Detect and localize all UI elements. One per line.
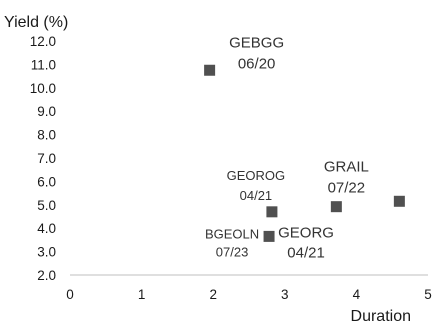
data-label-name: GRAIL xyxy=(324,159,369,176)
data-label-date: 06/20 xyxy=(238,55,276,72)
data-label-date: 04/21 xyxy=(240,188,273,203)
y-tick-label: 4.0 xyxy=(37,221,56,236)
x-tick-labels: 0 1 2 3 4 5 xyxy=(66,287,432,302)
data-labels: GEBGG 06/20 GEOROG 04/21 GRAIL 07/22 BGEOLN 07/… xyxy=(205,34,369,261)
y-tick-label: 12.0 xyxy=(30,34,56,49)
data-markers xyxy=(204,64,405,242)
x-tick-label: 0 xyxy=(66,287,74,302)
data-label-name: GEORG xyxy=(278,224,334,241)
y-tick-label: 8.0 xyxy=(37,128,56,143)
x-tick-label: 5 xyxy=(424,287,432,302)
data-label-name: GEOROG xyxy=(227,168,286,183)
y-tick-label: 7.0 xyxy=(37,151,56,166)
data-point-marker xyxy=(330,201,342,213)
x-axis-title: Duration xyxy=(351,308,411,325)
y-tick-label: 6.0 xyxy=(37,174,56,189)
y-tick-label: 9.0 xyxy=(37,104,56,119)
y-tick-label: 10.0 xyxy=(30,81,56,96)
data-label-name: BGEOLN xyxy=(205,226,259,241)
y-tick-label: 2.0 xyxy=(37,268,56,283)
data-point-marker xyxy=(204,64,216,76)
x-tick-label: 1 xyxy=(138,287,146,302)
data-point-marker xyxy=(393,195,405,207)
x-tick-label: 4 xyxy=(353,287,361,302)
y-tick-label: 11.0 xyxy=(31,57,56,72)
data-point-marker xyxy=(263,230,275,242)
y-axis-title: Yield (%) xyxy=(4,14,68,31)
data-label-name: GEBGG xyxy=(229,34,284,51)
y-tick-labels: 2.0 3.0 4.0 5.0 6.0 7.0 8.0 9.0 10.0 11.0 12.0 xyxy=(30,34,56,283)
x-tick-label: 2 xyxy=(209,287,217,302)
y-tick-label: 3.0 xyxy=(37,245,56,260)
data-label-date: 07/22 xyxy=(328,180,366,197)
x-tick-label: 3 xyxy=(281,287,289,302)
data-label-date: 04/21 xyxy=(287,244,325,261)
data-label-date: 07/23 xyxy=(216,244,249,259)
y-tick-label: 5.0 xyxy=(37,198,56,213)
data-point-marker xyxy=(266,206,278,218)
